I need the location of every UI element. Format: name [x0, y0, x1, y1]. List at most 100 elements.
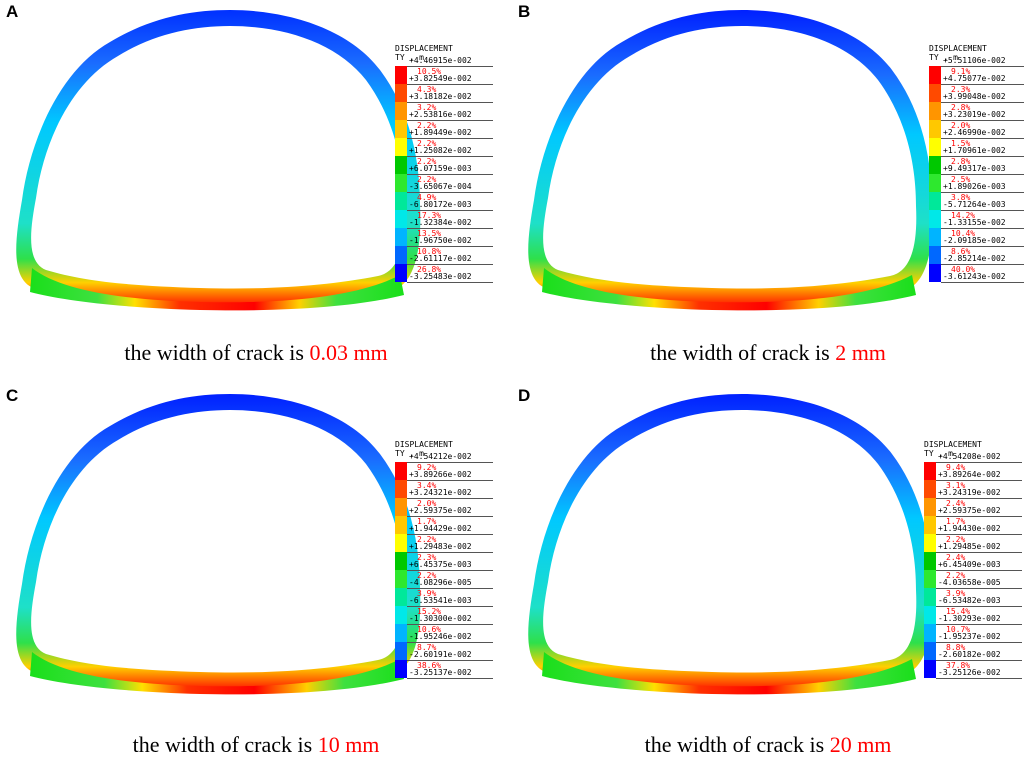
tunnel-contour-plot [16, 10, 421, 311]
legend-percent: 2.0% [417, 499, 437, 508]
legend-level-value: -3.61243e-002 [943, 272, 1006, 281]
legend-color-cell [924, 588, 936, 606]
legend-color-cell [395, 192, 407, 210]
legend-tick [941, 246, 1024, 247]
legend-percent: 10.4% [951, 229, 976, 238]
legend-title: DISPLACEMENT [395, 44, 453, 53]
legend-percent: 2.2% [417, 139, 437, 148]
legend-tick [407, 66, 493, 67]
legend-title: DISPLACEMENT [929, 44, 987, 53]
tunnel-opening [31, 26, 405, 289]
legend-level-value: -6.53541e-003 [409, 596, 472, 605]
legend-percent: 40.0% [951, 265, 976, 274]
legend-level-value: -1.95237e-002 [938, 632, 1001, 641]
legend-tick [936, 570, 1022, 571]
legend-level-value: -2.60191e-002 [409, 650, 472, 659]
legend-tick [936, 678, 1022, 679]
legend-tick [941, 84, 1024, 85]
legend-tick [407, 228, 493, 229]
legend-color-cell [395, 120, 407, 138]
legend-level-value: +3.89264e-002 [938, 470, 1001, 479]
legend-level-value: +3.99048e-002 [943, 92, 1006, 101]
legend-tick [407, 282, 493, 283]
legend-tick [941, 192, 1024, 193]
legend-color-cell [929, 210, 941, 228]
legend-level-value: +1.94429e-002 [409, 524, 472, 533]
legend-level-value: -3.25126e-002 [938, 668, 1001, 677]
legend-tick [407, 624, 493, 625]
legend-color-cell [395, 642, 407, 660]
legend-tick [407, 642, 493, 643]
legend-tick [407, 138, 493, 139]
legend-tick [407, 516, 493, 517]
legend-level-value: -2.09185e-002 [943, 236, 1006, 245]
caption-crack-width: 10 mm [317, 732, 380, 757]
legend-color-cell [395, 588, 407, 606]
legend-level-value: +3.24319e-002 [938, 488, 1001, 497]
legend-tick [941, 228, 1024, 229]
legend-level-value: +3.82549e-002 [409, 74, 472, 83]
legend-percent: 9.2% [417, 463, 437, 472]
legend-color-cell [924, 642, 936, 660]
legend-tick [936, 624, 1022, 625]
tunnel-invert [30, 652, 404, 695]
legend-color-cell [924, 462, 936, 480]
legend-tick [936, 642, 1022, 643]
legend-percent: 2.2% [417, 535, 437, 544]
legend-tick [936, 480, 1022, 481]
legend-percent: 8.8% [946, 643, 966, 652]
legend-level-value: -1.33155e-002 [943, 218, 1006, 227]
legend-color-cell [395, 228, 407, 246]
legend-subtitle: TY , m [395, 449, 424, 458]
legend-color-cell [395, 480, 407, 498]
legend-level-value: +2.59375e-002 [938, 506, 1001, 515]
legend-percent: 2.3% [417, 553, 437, 562]
legend-level-value: -1.32384e-002 [409, 218, 472, 227]
panel-d: D [512, 384, 1024, 768]
legend-color-cell [924, 606, 936, 624]
legend-color-cell [924, 480, 936, 498]
legend-percent: 2.0% [951, 121, 971, 130]
legend-level-value: +1.89449e-002 [409, 128, 472, 137]
legend-color-cell [924, 624, 936, 642]
legend-percent: 2.4% [946, 553, 966, 562]
legend-level-value: +3.24321e-002 [409, 488, 472, 497]
legend-level-value: -2.85214e-002 [943, 254, 1006, 263]
legend-level-value: +5.51106e-002 [943, 56, 1006, 65]
legend-color-cell [395, 66, 407, 84]
legend-color-cell [395, 516, 407, 534]
legend-percent: 2.2% [417, 121, 437, 130]
panel-b: B [512, 0, 1024, 384]
panel-letter: B [518, 2, 531, 21]
legend-color-cell [929, 264, 941, 282]
legend-tick [941, 66, 1024, 67]
legend-percent: 38.6% [417, 661, 442, 670]
legend-tick [936, 534, 1022, 535]
tunnel-invert [542, 268, 916, 311]
legend-level-value: -5.71264e-003 [943, 200, 1006, 209]
legend-percent: 3.8% [951, 193, 971, 202]
legend-level-value: -1.96750e-002 [409, 236, 472, 245]
legend-level-value: +1.94430e-002 [938, 524, 1001, 533]
legend-title: DISPLACEMENT [395, 440, 453, 449]
caption: the width of crack is 20 mm [512, 732, 1024, 758]
tunnel-contour-plot [528, 394, 933, 695]
tunnel-opening [543, 26, 917, 289]
legend-percent: 9.1% [951, 67, 971, 76]
legend-level-value: +4.54212e-002 [409, 452, 472, 461]
legend-percent: 17.3% [417, 211, 442, 220]
panel-letter: C [6, 386, 19, 405]
legend-tick [941, 120, 1024, 121]
legend-level-value: -1.30300e-002 [409, 614, 472, 623]
legend-level-value: +4.75077e-002 [943, 74, 1006, 83]
legend-color-cell [395, 156, 407, 174]
legend-tick [407, 210, 493, 211]
legend-percent: 15.4% [946, 607, 971, 616]
caption-prefix: the width of crack is [124, 340, 310, 365]
legend-tick [936, 606, 1022, 607]
legend-percent: 15.2% [417, 607, 442, 616]
tunnel-invert [30, 268, 404, 311]
legend-color-cell [929, 156, 941, 174]
legend-color-cell [929, 120, 941, 138]
legend-color-cell [395, 84, 407, 102]
